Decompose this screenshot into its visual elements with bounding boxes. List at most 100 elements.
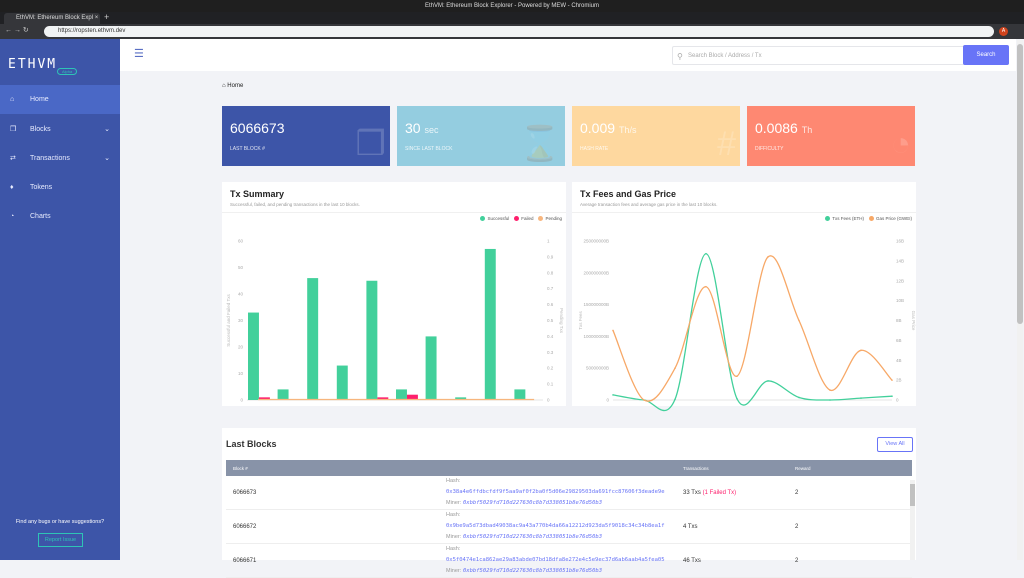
y2-tick-label: 0.7	[547, 286, 554, 291]
tab-strip	[0, 12, 1024, 24]
block-number[interactable]: 6066672	[226, 509, 336, 544]
data-point[interactable]	[612, 394, 614, 396]
block-hash-link[interactable]: 0x9be9a5d73dbad49038ac9a43a770b4da66a122…	[446, 523, 665, 529]
data-point[interactable]	[891, 379, 893, 381]
sidebar: ETHVM Alpha ⌂ Home ❒ Blocks ⌄ ⇄ Transactions…	[0, 39, 120, 560]
data-point[interactable]	[798, 319, 800, 322]
bar-successful[interactable]	[366, 280, 378, 400]
legend-label[interactable]: Successful	[487, 216, 510, 221]
data-point[interactable]	[798, 396, 800, 399]
sidebar-item-blocks[interactable]: ❒ Blocks ⌄	[0, 115, 120, 144]
bar-failed[interactable]	[258, 397, 270, 400]
table-row[interactable]: 6066673 Hash: 0x38a4e6ffdbcfdf9f5aa9af0f2…	[226, 476, 912, 510]
data-point[interactable]	[891, 395, 893, 397]
miner-link[interactable]: 0xbbf5029fd710d227630c8b7d338051b8e76d50…	[462, 534, 603, 540]
y2-tick-label: 0.3	[547, 350, 554, 355]
bar-successful[interactable]	[336, 365, 348, 400]
profile-avatar[interactable]: A	[999, 27, 1008, 36]
table-scrollbar[interactable]	[910, 480, 915, 560]
data-point[interactable]	[612, 329, 614, 332]
bar-successful[interactable]	[425, 336, 437, 400]
block-hash-link[interactable]: 0x5f0474e1ca862ae29a83abde07bd18dfa8e272…	[446, 557, 665, 563]
data-point[interactable]	[643, 399, 645, 401]
bar-successful[interactable]	[484, 248, 496, 400]
sidebar-item-label: Blocks	[30, 126, 51, 133]
y-tick-label: 250000000B	[583, 239, 609, 244]
legend-label[interactable]: Failed	[521, 216, 534, 221]
gauge-icon: ◔	[890, 125, 911, 163]
miner-link[interactable]: 0xbbf5029fd710d227630c8b7d338051b8e76d50…	[462, 500, 603, 506]
data-point[interactable]	[860, 397, 862, 399]
data-point[interactable]	[674, 398, 676, 401]
block-number[interactable]: 6066673	[226, 476, 336, 510]
breadcrumb-home[interactable]: Home	[227, 83, 244, 89]
alpha-badge: Alpha	[57, 68, 78, 75]
col-details	[336, 460, 676, 476]
data-point[interactable]	[705, 252, 707, 255]
y2-tick-label: 16B	[896, 239, 904, 244]
home-icon[interactable]: ⌂	[222, 83, 226, 89]
bar-failed[interactable]	[406, 394, 418, 400]
block-hash-link[interactable]: 0x38a4e6ffdbcfdf9f5aa9af0f2ba0f5d06e2982…	[446, 489, 665, 495]
bar-failed[interactable]	[377, 397, 389, 400]
bar-successful[interactable]	[396, 389, 407, 400]
reload-icon[interactable]: ↻	[22, 27, 29, 34]
tx-count: 4 Txs	[683, 523, 698, 530]
legend-label[interactable]: Txs Fees (ETH)	[832, 216, 864, 221]
breadcrumb: ⌂ Home	[222, 83, 243, 89]
home-icon: ⌂	[10, 96, 15, 103]
col-transactions: Transactions	[676, 460, 788, 476]
table-row[interactable]: 6066671 Hash: 0x5f0474e1ca862ae29a83abde0…	[226, 543, 912, 578]
bar-successful[interactable]	[307, 278, 319, 400]
new-tab-button[interactable]: +	[104, 12, 110, 22]
data-point[interactable]	[736, 397, 738, 400]
miner-link[interactable]: 0xbbf5029fd710d227630c8b7d338051b8e76d50…	[462, 568, 603, 574]
data-point[interactable]	[829, 399, 831, 401]
bar-successful[interactable]	[277, 389, 289, 400]
bar-successful[interactable]	[455, 397, 467, 400]
legend-label[interactable]: Pending	[545, 216, 562, 221]
table-row[interactable]: 6066672 Hash: 0x9be9a5d73dbad49038ac9a43a…	[226, 509, 912, 544]
page-scrollbar[interactable]	[1017, 40, 1023, 560]
search-button[interactable]: Search	[963, 45, 1009, 65]
block-number[interactable]: 6066671	[226, 543, 336, 578]
data-point[interactable]	[860, 349, 862, 352]
y-tick-label: 30	[238, 318, 244, 323]
data-point[interactable]	[736, 375, 738, 377]
miner-label: Miner:	[446, 534, 462, 540]
y2-tick-label: 0.1	[547, 382, 554, 387]
view-all-button[interactable]: View All	[877, 437, 913, 452]
logo[interactable]: ETHVM	[8, 57, 58, 72]
forward-icon[interactable]: →	[13, 27, 21, 34]
data-point[interactable]	[767, 256, 769, 258]
sidebar-item-label: Charts	[30, 213, 51, 220]
data-point[interactable]	[829, 389, 831, 391]
nav-buttons[interactable]: ← → ↻	[5, 26, 29, 34]
data-point[interactable]	[767, 380, 769, 382]
y-tick-label: 100000000B	[583, 334, 609, 339]
sidebar-item-home[interactable]: ⌂ Home	[0, 85, 120, 114]
y-tick-label: 50000000B	[586, 366, 609, 371]
data-point[interactable]	[674, 367, 676, 370]
sidebar-item-charts[interactable]: ◔ Charts	[0, 202, 120, 231]
close-tab-icon[interactable]: ×	[94, 15, 99, 21]
browser-tab[interactable]: EthVM: Ethereum Block Expl ×	[4, 13, 100, 24]
menu-icon[interactable]: ☰	[134, 48, 144, 60]
legend-label[interactable]: Gas Price (GWEI)	[875, 216, 912, 221]
search-input[interactable]: ⚲ Search Block / Address / Tx	[672, 46, 1009, 65]
stat-label: SINCE LAST BLOCK	[405, 146, 453, 152]
chevron-down-icon: ⌄	[104, 155, 110, 162]
charts-svg: 010203040506000.10.20.30.40.50.60.70.80.…	[226, 239, 916, 412]
back-icon[interactable]: ←	[5, 27, 12, 34]
cubes-icon: ❒	[355, 125, 386, 163]
y2-tick-label: 0.9	[547, 254, 554, 259]
data-point[interactable]	[705, 285, 707, 288]
bar-successful[interactable]	[248, 312, 259, 400]
stat-value: 30	[405, 120, 421, 136]
report-issue-button[interactable]: Report Issue	[38, 533, 83, 547]
sidebar-item-transactions[interactable]: ⇄ Transactions ⌄	[0, 144, 120, 173]
y2-tick-label: 0.8	[547, 270, 554, 275]
url-field[interactable]: https://ropsten.ethvm.dev	[44, 26, 994, 37]
sidebar-item-tokens[interactable]: ♦ Tokens	[0, 173, 120, 202]
bar-successful[interactable]	[514, 389, 526, 400]
